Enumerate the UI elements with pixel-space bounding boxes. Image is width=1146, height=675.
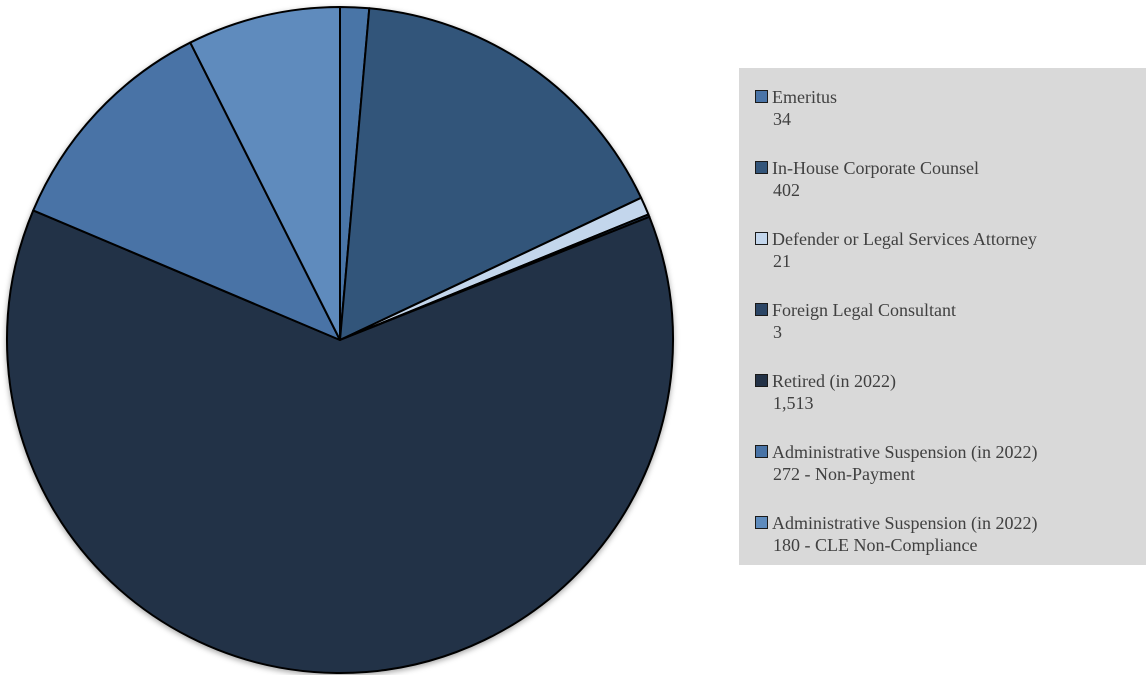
- legend-swatch-4: [755, 374, 768, 387]
- legend: Emeritus 34 In-House Corporate Counsel 402 D…: [739, 68, 1146, 565]
- legend-value-2: 21: [773, 251, 791, 271]
- legend-label-6: Administrative Suspension (in 2022): [772, 513, 1038, 533]
- legend-value-4: 1,513: [773, 393, 814, 413]
- pie-slice-1: [339, 7, 643, 341]
- legend-value-6: 180 - CLE Non-Compliance: [773, 535, 978, 555]
- pie-slice-4: [6, 209, 674, 674]
- legend-swatch-0: [755, 90, 768, 103]
- legend-entry-1: In-House Corporate Counsel 402: [755, 157, 1146, 228]
- pie-slice-6: [189, 6, 341, 341]
- legend-entry-0: Emeritus 34: [755, 86, 1146, 157]
- legend-value-5: 272 - Non-Payment: [773, 464, 915, 484]
- legend-value-3: 3: [773, 322, 782, 342]
- legend-swatch-5: [755, 445, 768, 458]
- legend-entry-6: Administrative Suspension (in 2022) 180 -…: [755, 512, 1146, 583]
- legend-entry-4: Retired (in 2022) 1,513: [755, 370, 1146, 441]
- pie-slice-5: [32, 41, 341, 341]
- legend-label-4: Retired (in 2022): [772, 371, 896, 391]
- legend-label-3: Foreign Legal Consultant: [772, 300, 956, 320]
- legend-swatch-2: [755, 232, 768, 245]
- legend-entry-2: Defender or Legal Services Attorney 21: [755, 228, 1146, 299]
- pie-chart: [6, 5, 674, 674]
- legend-entry-5: Administrative Suspension (in 2022) 272 -…: [755, 441, 1146, 512]
- legend-label-2: Defender or Legal Services Attorney: [772, 229, 1037, 249]
- legend-swatch-1: [755, 161, 768, 174]
- legend-label-0: Emeritus: [772, 87, 837, 107]
- pie-slices: [6, 5, 674, 674]
- legend-swatch-6: [755, 516, 768, 529]
- legend-value-0: 34: [773, 109, 791, 129]
- legend-label-1: In-House Corporate Counsel: [772, 158, 979, 178]
- legend-entry-3: Foreign Legal Consultant 3: [755, 299, 1146, 370]
- legend-swatch-3: [755, 303, 768, 316]
- legend-value-1: 402: [773, 180, 800, 200]
- legend-label-5: Administrative Suspension (in 2022): [772, 442, 1038, 462]
